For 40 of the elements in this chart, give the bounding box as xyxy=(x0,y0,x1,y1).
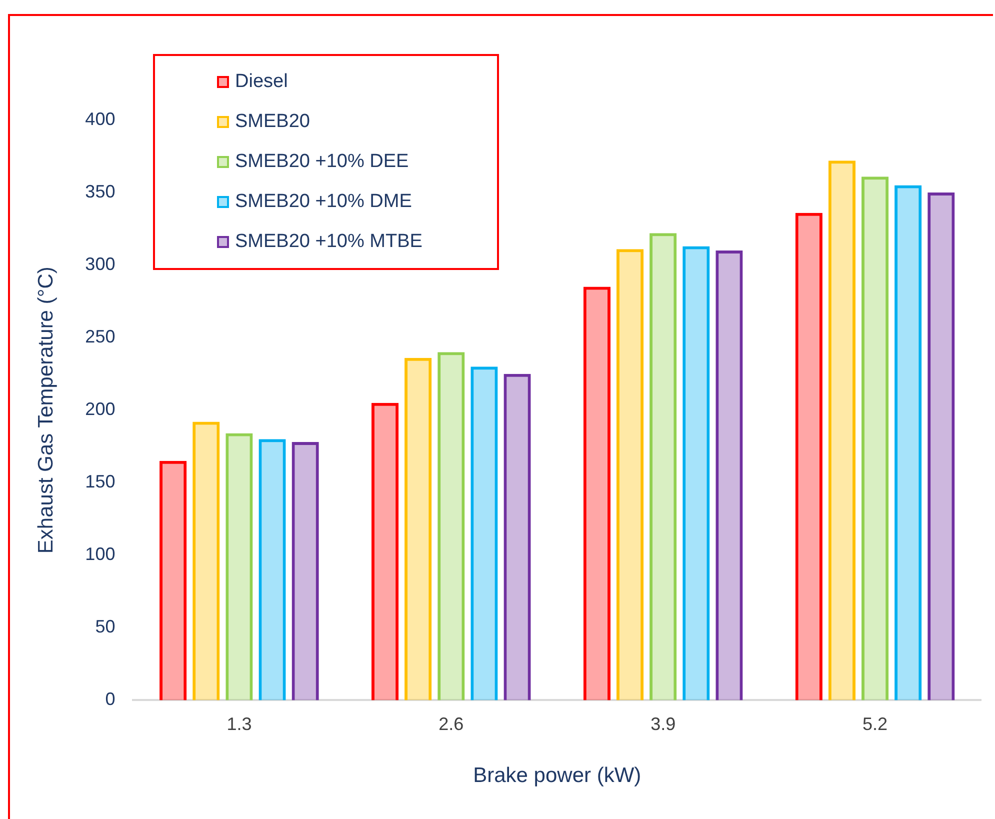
x-tick-label: 1.3 xyxy=(226,714,252,734)
x-tick-label: 3.9 xyxy=(650,714,676,734)
bar xyxy=(861,176,889,700)
bar xyxy=(470,366,498,700)
legend-label: Diesel xyxy=(235,71,288,93)
bar xyxy=(371,402,399,700)
y-tick-label: 0 xyxy=(105,689,116,710)
x-tick-label: 5.2 xyxy=(862,714,888,734)
legend-label: SMEB20 +10% DME xyxy=(235,191,412,213)
y-tick-label: 150 xyxy=(85,472,116,492)
bar xyxy=(828,160,856,700)
bar xyxy=(682,246,710,700)
x-axis-title: Brake power (kW) xyxy=(473,764,642,788)
y-tick-label: 250 xyxy=(85,326,116,347)
bar xyxy=(616,249,644,700)
legend-label: SMEB20 +10% MTBE xyxy=(235,231,422,253)
bar xyxy=(192,422,220,700)
bar xyxy=(160,460,187,700)
bar xyxy=(404,358,432,700)
bar xyxy=(795,212,822,700)
bar xyxy=(716,250,743,700)
bar xyxy=(292,442,319,700)
y-tick-label: 50 xyxy=(95,616,116,637)
bar xyxy=(650,233,677,700)
y-tick-label: 300 xyxy=(85,254,116,274)
bar xyxy=(583,286,611,700)
legend-label: SMEB20 +10% DEE xyxy=(235,151,409,173)
legend-label: SMEB20 xyxy=(235,111,310,133)
bar xyxy=(438,352,465,700)
bar xyxy=(504,374,531,700)
bar xyxy=(258,439,286,700)
y-axis-title: Exhaust Gas Temperature (°C) xyxy=(34,266,58,554)
bar xyxy=(894,185,922,700)
y-tick-label: 400 xyxy=(85,108,116,129)
bar xyxy=(226,433,253,700)
y-tick-label: 200 xyxy=(85,399,116,420)
bar xyxy=(928,192,955,700)
x-tick-label: 2.6 xyxy=(438,714,464,734)
y-tick-label: 350 xyxy=(85,181,116,202)
y-tick-label: 100 xyxy=(85,544,116,564)
